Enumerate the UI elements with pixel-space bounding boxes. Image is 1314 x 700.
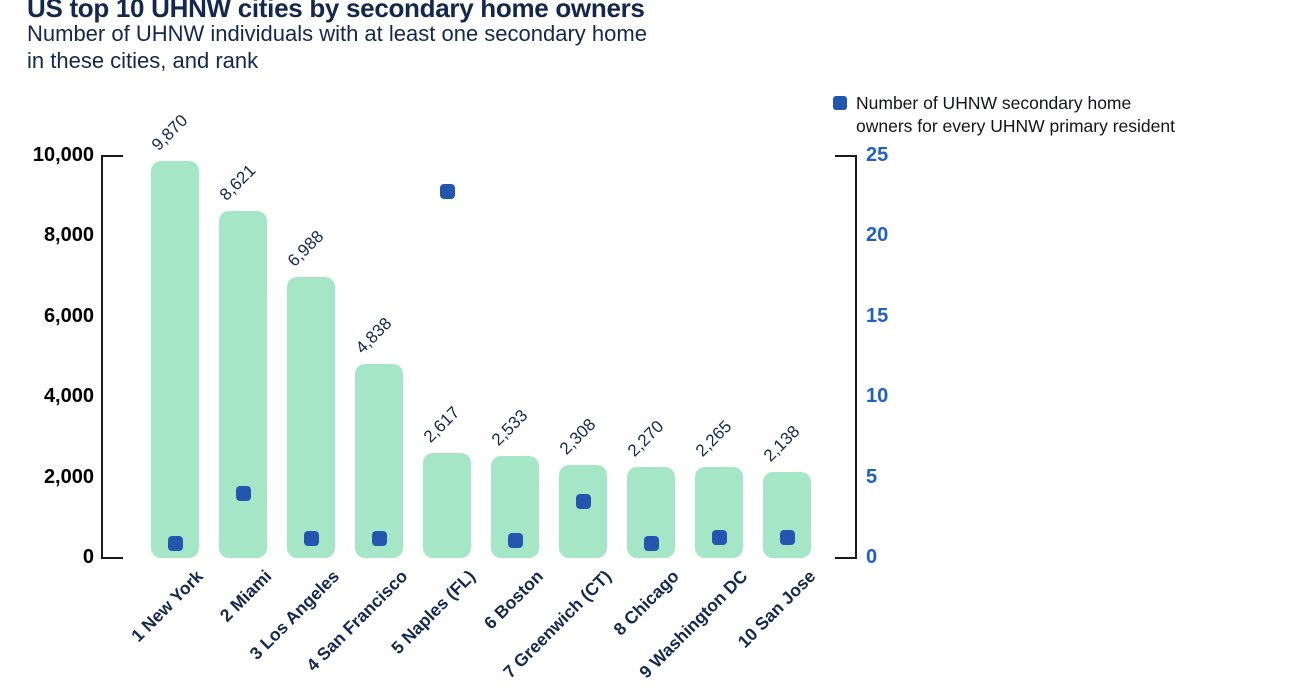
left-axis-tick-label: 2,000 — [43, 465, 94, 488]
right-axis-tick-label: 25 — [866, 144, 889, 166]
right-axis-tick-label: 15 — [866, 304, 889, 327]
ratio-marker — [303, 531, 319, 547]
chart-title: US top 10 UHNW cities by secondary home … — [27, 0, 645, 23]
blue-square-icon — [833, 96, 847, 110]
bar-value-label: 2,533 — [487, 405, 532, 450]
left-axis-tick-label: 0 — [82, 546, 94, 568]
x-axis-label: 1 New York — [127, 566, 208, 646]
left-axis-top-tick — [101, 155, 123, 157]
bar-value-label: 9,870 — [147, 111, 192, 155]
ratio-marker — [575, 494, 591, 510]
right-axis-tick-label: 5 — [866, 465, 878, 488]
ratio-marker — [167, 536, 183, 552]
ratio-marker — [507, 532, 523, 548]
ratio-marker — [439, 183, 455, 199]
ratio-marker — [711, 529, 727, 545]
ratio-marker — [235, 486, 251, 502]
left-axis-tick-label: 4,000 — [43, 385, 94, 408]
bar — [287, 277, 335, 558]
legend-label: Number of UHNW secondary home owners for… — [856, 93, 1175, 136]
right-axis-tick-label: 20 — [866, 224, 889, 247]
bar-value-label: 4,838 — [351, 313, 396, 357]
ratio-marker — [779, 529, 795, 545]
right-axis-line — [855, 155, 857, 559]
bar — [559, 465, 607, 558]
bar-value-label: 2,308 — [555, 414, 600, 459]
x-axis-label: 6 Boston — [480, 566, 548, 634]
bar — [763, 472, 811, 558]
left-axis-bottom-tick — [101, 557, 123, 559]
ratio-marker — [643, 536, 659, 552]
left-axis-tick-label: 6,000 — [43, 304, 94, 327]
left-axis-line — [101, 155, 103, 559]
chart-subtitle: Number of UHNW individuals with at least… — [27, 21, 647, 73]
left-axis-tick-label: 8,000 — [43, 224, 94, 247]
bar — [355, 363, 403, 558]
ratio-marker — [371, 531, 387, 547]
bar-value-label: 2,265 — [691, 416, 736, 461]
bar-value-label: 2,270 — [623, 416, 668, 461]
bar — [423, 452, 471, 558]
bar — [219, 211, 267, 558]
bar — [151, 161, 199, 558]
right-axis-tick-label: 0 — [866, 546, 878, 568]
bar-value-label: 2,617 — [419, 402, 464, 447]
bar-value-label: 2,138 — [759, 421, 804, 466]
left-axis-tick-label: 10,000 — [32, 144, 94, 166]
right-axis-top-tick — [835, 155, 857, 157]
bar-value-label: 8,621 — [215, 161, 260, 205]
right-axis-tick-label: 10 — [866, 385, 889, 408]
x-axis-label: 2 Miami — [215, 566, 276, 626]
legend: Number of UHNW secondary home owners for… — [833, 92, 1175, 138]
right-axis-bottom-tick — [835, 557, 857, 559]
bar-value-label: 6,988 — [283, 226, 328, 271]
